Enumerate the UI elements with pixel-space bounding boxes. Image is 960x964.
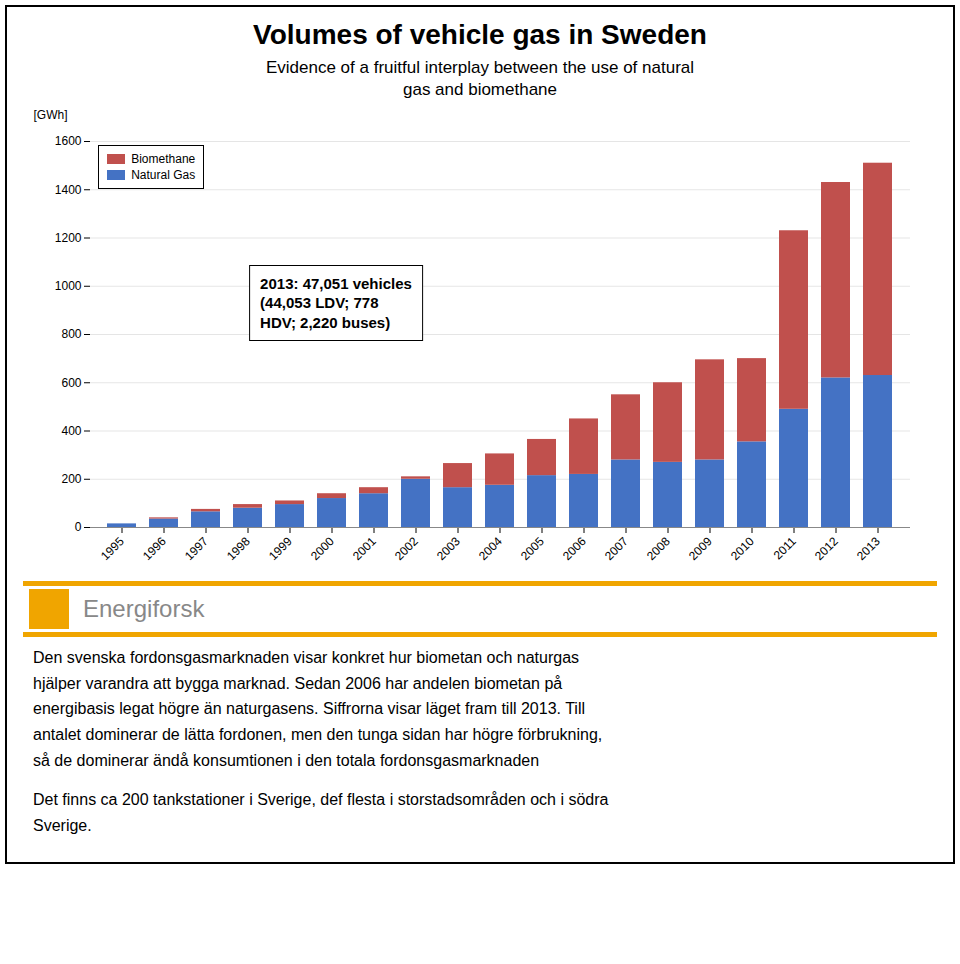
svg-text:1997: 1997: [182, 534, 211, 563]
svg-text:1400: 1400: [55, 183, 82, 197]
svg-text:1600: 1600: [55, 135, 82, 149]
svg-text:2011: 2011: [771, 534, 799, 562]
svg-text:2003: 2003: [434, 534, 463, 563]
svg-text:2013: 2013: [854, 534, 883, 563]
svg-text:2007: 2007: [602, 534, 631, 563]
html-text:Biomethane: Biomethane: [131, 152, 196, 166]
svg-text:1995: 1995: [98, 534, 127, 563]
svg-text:800: 800: [61, 328, 81, 342]
svg-text:2000: 2000: [308, 534, 337, 563]
svg-text:600: 600: [61, 376, 81, 390]
svg-text:200: 200: [61, 472, 81, 486]
svg-text:2005: 2005: [518, 534, 547, 563]
svg-text:1200: 1200: [55, 231, 82, 245]
html-text:Det finns ca 200 tankstationer: Det finns ca 200 tankstationer i Sverige…: [33, 791, 609, 834]
svg-text:0: 0: [75, 521, 82, 535]
svg-text:2004: 2004: [476, 534, 505, 563]
svg-text:1999: 1999: [266, 534, 295, 563]
svg-text:2001: 2001: [350, 534, 379, 563]
svg-text:[GWh]: [GWh]: [34, 108, 68, 122]
html-text:Volumes of vehicle gas in Swed: Volumes of vehicle gas in Sweden: [253, 19, 707, 50]
html-text:Evidence of a fruitful interpl: Evidence of a fruitful interplay between…: [265, 58, 694, 100]
html-text:Den svenska fordonsgasmarknade: Den svenska fordonsgasmarknaden visar ko…: [33, 649, 603, 769]
svg-text:2012: 2012: [812, 534, 841, 563]
svg-text:2008: 2008: [644, 534, 673, 563]
svg-text:2006: 2006: [560, 534, 589, 563]
html-text:2013: 47,051 vehicles (44,053: 2013: 47,051 vehicles (44,053 LDV; 778 H…: [260, 274, 412, 331]
svg-text:1998: 1998: [224, 534, 253, 563]
svg-text:2002: 2002: [392, 534, 421, 563]
html-text:Natural Gas: Natural Gas: [131, 168, 196, 182]
svg-text:400: 400: [61, 424, 81, 438]
html-text:Energiforsk: Energiforsk: [83, 595, 205, 623]
svg-text:1996: 1996: [140, 534, 169, 563]
svg-text:2010: 2010: [728, 534, 757, 563]
svg-text:2009: 2009: [686, 534, 715, 563]
svg-text:1000: 1000: [55, 279, 82, 293]
